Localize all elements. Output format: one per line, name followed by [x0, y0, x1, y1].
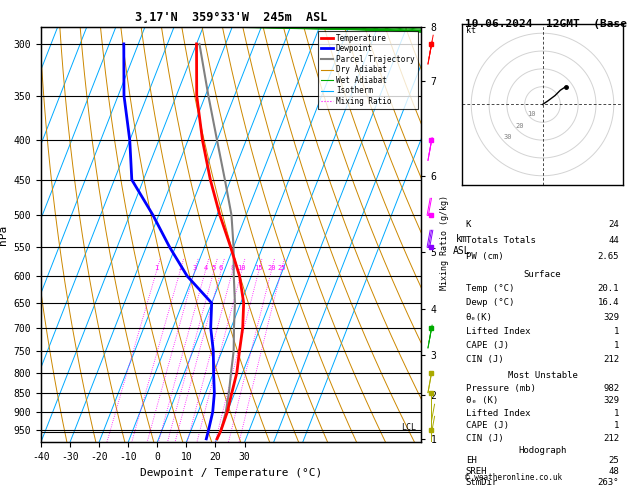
Y-axis label: km
ASL: km ASL: [452, 235, 470, 256]
Text: LCL: LCL: [401, 423, 416, 432]
Text: 1: 1: [614, 421, 619, 431]
Text: θₑ (K): θₑ (K): [466, 396, 498, 405]
Text: EH: EH: [466, 456, 477, 465]
Text: Lifted Index: Lifted Index: [466, 327, 530, 336]
Text: 20.1: 20.1: [598, 284, 619, 293]
Text: Totals Totals: Totals Totals: [466, 236, 536, 245]
Text: Pressure (mb): Pressure (mb): [466, 383, 536, 393]
Text: 24: 24: [608, 220, 619, 229]
Text: Lifted Index: Lifted Index: [466, 409, 530, 418]
Text: 44: 44: [608, 236, 619, 245]
Text: Mixing Ratio (g/kg): Mixing Ratio (g/kg): [440, 195, 448, 291]
Text: StmDir: StmDir: [466, 478, 498, 486]
Text: 25: 25: [277, 264, 286, 271]
Text: 329: 329: [603, 396, 619, 405]
Text: 25: 25: [608, 456, 619, 465]
Text: 10.06.2024  12GMT  (Base: 12): 10.06.2024 12GMT (Base: 12): [465, 19, 629, 30]
Text: kt: kt: [466, 26, 476, 35]
Text: 15: 15: [255, 264, 263, 271]
Text: Most Unstable: Most Unstable: [508, 371, 577, 380]
Text: θₑ(K): θₑ(K): [466, 312, 493, 322]
Text: SREH: SREH: [466, 467, 487, 476]
Legend: Temperature, Dewpoint, Parcel Trajectory, Dry Adiabat, Wet Adiabat, Isotherm, Mi: Temperature, Dewpoint, Parcel Trajectory…: [318, 31, 418, 109]
Text: 6: 6: [219, 264, 223, 271]
Text: 8: 8: [230, 264, 235, 271]
Text: 212: 212: [603, 355, 619, 364]
Text: 30: 30: [503, 134, 512, 140]
Title: 3¸17'N  359°33'W  245m  ASL: 3¸17'N 359°33'W 245m ASL: [135, 11, 327, 24]
Text: © weatheronline.co.uk: © weatheronline.co.uk: [465, 473, 562, 482]
Text: CAPE (J): CAPE (J): [466, 341, 509, 350]
Text: 212: 212: [603, 434, 619, 443]
Text: 20: 20: [515, 122, 523, 129]
Text: 10: 10: [238, 264, 246, 271]
Text: Dewp (°C): Dewp (°C): [466, 298, 515, 307]
Text: CIN (J): CIN (J): [466, 434, 503, 443]
Text: PW (cm): PW (cm): [466, 252, 503, 261]
Text: 3: 3: [192, 264, 197, 271]
Text: 4: 4: [203, 264, 208, 271]
Text: 982: 982: [603, 383, 619, 393]
Text: 1: 1: [614, 409, 619, 418]
Text: 2.65: 2.65: [598, 252, 619, 261]
Text: K: K: [466, 220, 471, 229]
Text: Temp (°C): Temp (°C): [466, 284, 515, 293]
X-axis label: Dewpoint / Temperature (°C): Dewpoint / Temperature (°C): [140, 468, 322, 478]
Text: 1: 1: [614, 327, 619, 336]
Text: 16.4: 16.4: [598, 298, 619, 307]
Text: 20: 20: [267, 264, 276, 271]
Text: 1: 1: [155, 264, 159, 271]
Text: 48: 48: [608, 467, 619, 476]
Text: 2: 2: [178, 264, 182, 271]
Text: 5: 5: [212, 264, 216, 271]
Text: Hodograph: Hodograph: [518, 446, 567, 454]
Y-axis label: hPa: hPa: [0, 225, 8, 244]
Text: 263°: 263°: [598, 478, 619, 486]
Text: CIN (J): CIN (J): [466, 355, 503, 364]
Text: Surface: Surface: [524, 270, 561, 279]
Text: CAPE (J): CAPE (J): [466, 421, 509, 431]
Text: 329: 329: [603, 312, 619, 322]
Text: 10: 10: [526, 111, 535, 117]
Text: 1: 1: [614, 341, 619, 350]
